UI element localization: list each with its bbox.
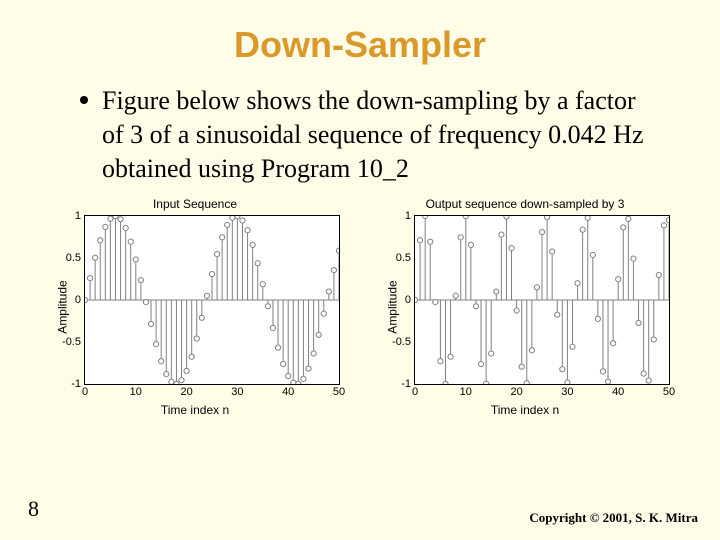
- bullet-item: Figure below shows the down-sampling by …: [80, 84, 660, 185]
- ytick-label: 0: [405, 294, 411, 306]
- right-chart-xlabel: Time index n: [370, 403, 680, 417]
- ytick-label: -0.5: [62, 336, 81, 348]
- left-chart-title: Input Sequence: [40, 197, 350, 211]
- stem-plot-svg: [415, 216, 669, 384]
- xtick-label: 30: [231, 386, 243, 398]
- xtick-label: 40: [612, 386, 624, 398]
- xtick-label: 30: [561, 386, 573, 398]
- right-chart-title: Output sequence down-sampled by 3: [370, 197, 680, 211]
- ytick-label: -0.5: [392, 336, 411, 348]
- copyright: Copyright © 2001, S. K. Mitra: [529, 510, 698, 526]
- xtick-label: 50: [663, 386, 675, 398]
- ytick-label: 0.5: [396, 252, 411, 264]
- bullet-dot-icon: [80, 96, 88, 104]
- right-chart: Output sequence down-sampled by 3 Amplit…: [370, 197, 680, 417]
- left-chart-xlabel: Time index n: [40, 403, 350, 417]
- ytick-label: -1: [401, 378, 411, 390]
- xtick-label: 50: [333, 386, 345, 398]
- left-plot-area: -1-0.500.5101020304050: [84, 215, 340, 385]
- charts-row: Input Sequence Amplitude -1-0.500.510102…: [0, 185, 720, 417]
- slide-title: Down-Sampler: [0, 0, 720, 84]
- xtick-label: 0: [82, 386, 88, 398]
- left-chart: Input Sequence Amplitude -1-0.500.510102…: [40, 197, 350, 417]
- ytick-label: 0.5: [66, 252, 81, 264]
- bullet-block: Figure below shows the down-sampling by …: [0, 84, 720, 185]
- left-chart-ylabel: Amplitude: [56, 281, 70, 334]
- xtick-label: 40: [282, 386, 294, 398]
- ytick-label: 1: [75, 210, 81, 222]
- right-plot-area: -1-0.500.5101020304050: [414, 215, 670, 385]
- xtick-label: 10: [130, 386, 142, 398]
- xtick-label: 20: [180, 386, 192, 398]
- ytick-label: 1: [405, 210, 411, 222]
- ytick-label: -1: [71, 378, 81, 390]
- xtick-label: 20: [510, 386, 522, 398]
- ytick-label: 0: [75, 294, 81, 306]
- xtick-label: 10: [460, 386, 472, 398]
- xtick-label: 0: [412, 386, 418, 398]
- stem-plot-svg: [85, 216, 339, 384]
- page-number: 8: [28, 496, 39, 522]
- right-chart-ylabel: Amplitude: [386, 281, 400, 334]
- bullet-text: Figure below shows the down-sampling by …: [102, 84, 660, 185]
